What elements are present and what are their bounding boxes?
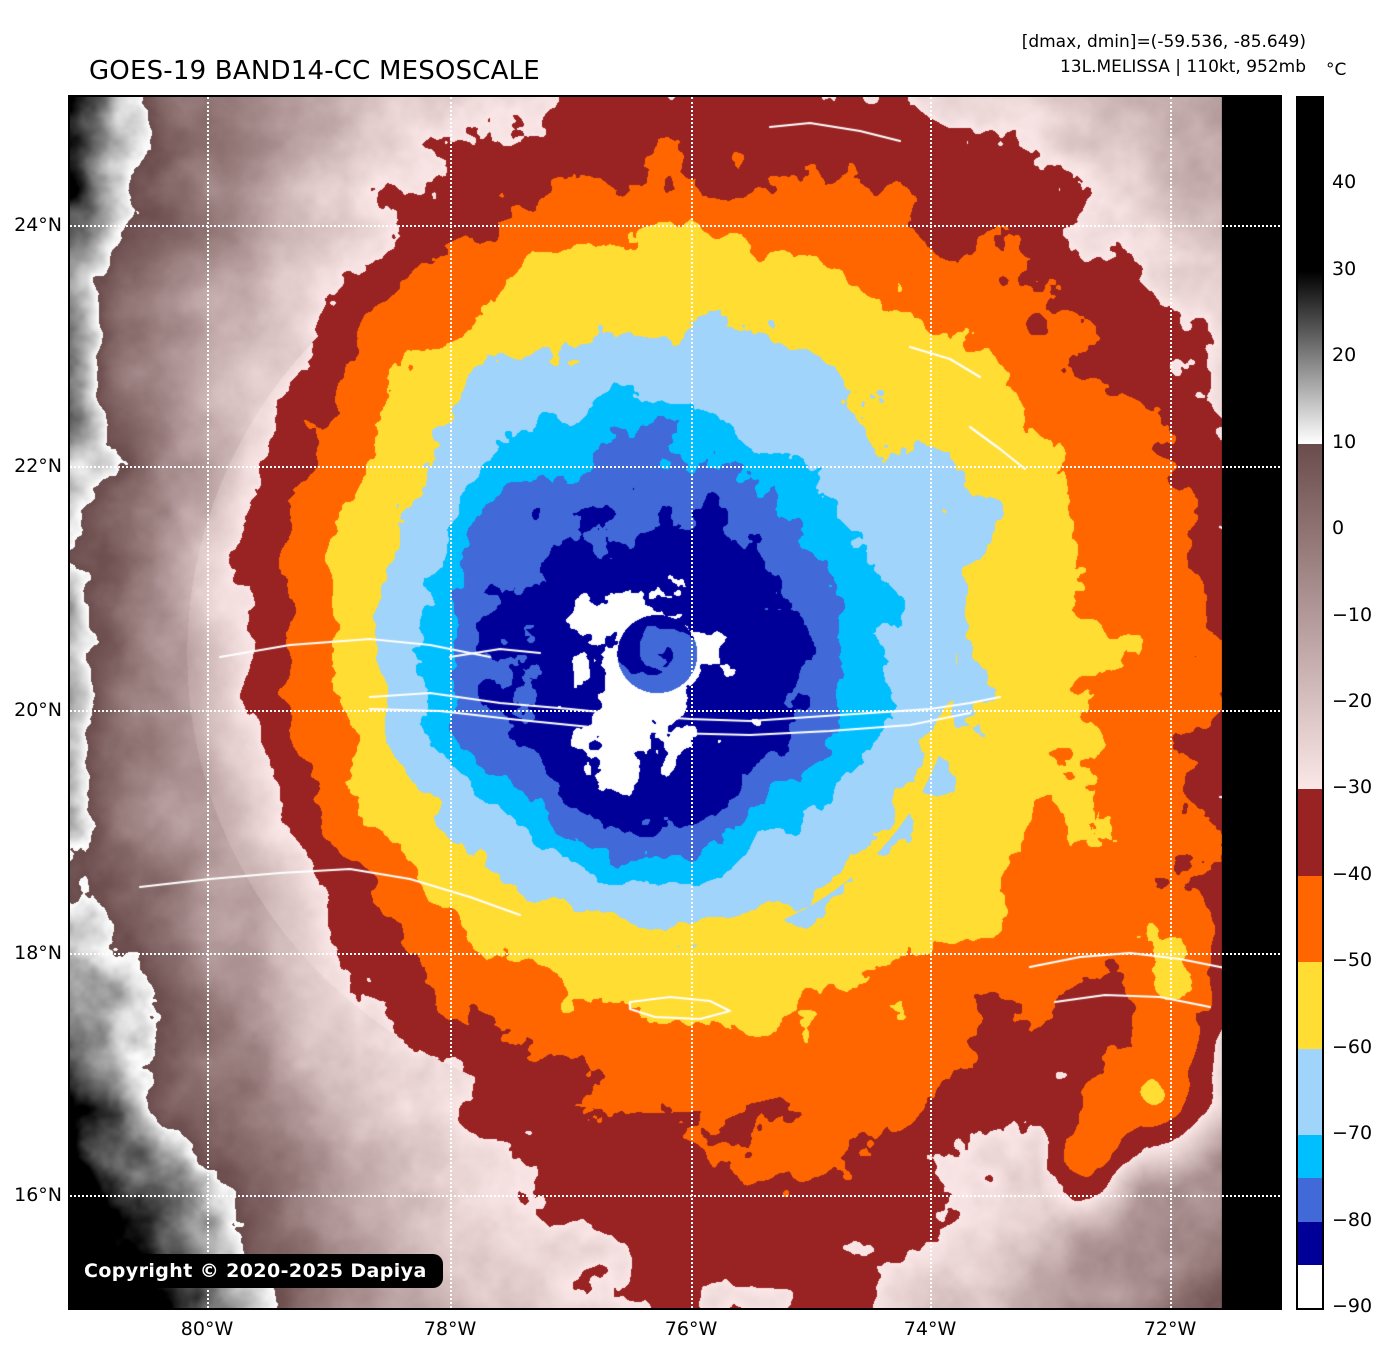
colorbar-tick-10: 10 (1332, 430, 1357, 453)
colorbar-tick-20: 20 (1332, 344, 1357, 367)
satellite-image-panel[interactable]: Copyright © 2020-2025 Dapiya (68, 95, 1282, 1310)
copyright-banner: Copyright © 2020-2025 Dapiya (70, 1254, 443, 1288)
lat-tick-1: 22°N (14, 455, 62, 477)
colorbar-tick-30: 30 (1332, 257, 1357, 280)
colorbar-tick--10: −10 (1332, 603, 1373, 626)
lon-tick-3: 74°W (903, 1318, 957, 1340)
lat-tick-2: 20°N (14, 699, 62, 721)
colorbar[interactable]: 40 30 20 10 0 −10 −20 −30 −40 −50 −60 −70 −80 −90 (1296, 96, 1372, 1317)
colorbar-band-navy (1298, 1221, 1322, 1265)
colorbar-band-grayscale-ramp (1298, 270, 1322, 444)
colorbar-band-royal-blue (1298, 1178, 1322, 1222)
colorbar-tick--70: −70 (1332, 1122, 1373, 1145)
colorbar-band-dark-red (1298, 789, 1322, 876)
colorbar-band-light-blue (1298, 1048, 1322, 1136)
lat-tick-3: 18°N (14, 942, 62, 964)
colorbar-band-black-warm (1298, 98, 1322, 271)
colorbar-tick-0: 0 (1332, 517, 1345, 540)
storm-info-label: 13L.MELISSA | 110kt, 952mb (1059, 57, 1306, 77)
infrared-brightness-temperature-heatmap (70, 97, 1280, 1308)
lon-tick-4: 72°W (1143, 1318, 1197, 1340)
colorbar-band-yellow (1298, 962, 1322, 1049)
colorbar-band-cyan (1298, 1135, 1322, 1179)
colorbar-tick--20: −20 (1332, 690, 1373, 712)
lon-tick-1: 78°W (423, 1318, 477, 1340)
satellite-product-title: GOES-19 BAND14-CC MESOSCALE (88, 56, 540, 86)
header-metadata: [dmax, dmin]=(-59.536, -85.649) 13L.MELI… (1022, 30, 1306, 80)
lat-tick-4: 16°N (14, 1184, 62, 1206)
lat-tick-0: 24°N (14, 214, 62, 236)
colorbar-band-orange (1298, 875, 1322, 963)
copyright-text: Copyright © 2020-2025 Dapiya (84, 1260, 427, 1282)
colorbar-tick--90: −90 (1332, 1295, 1373, 1317)
colorbar-tick--30: −30 (1332, 776, 1373, 799)
colorbar-tick--40: −40 (1332, 862, 1373, 885)
colorbar-band-white-coldest (1298, 1264, 1322, 1308)
colorbar-tick--60: −60 (1332, 1035, 1373, 1058)
colorbar-band-mauve-ramp (1298, 443, 1322, 790)
data-extremes-label: [dmax, dmin]=(-59.536, -85.649) (1021, 32, 1306, 52)
colorbar-gradient (1296, 96, 1324, 1310)
colorbar-tick--80: −80 (1332, 1208, 1373, 1231)
lon-tick-0: 80°W (180, 1318, 234, 1340)
colorbar-tick--50: −50 (1332, 949, 1373, 972)
lon-tick-2: 76°W (664, 1318, 718, 1340)
colorbar-unit-label: °C (1326, 60, 1347, 80)
no-data-region (1222, 97, 1280, 1308)
colorbar-tick-40: 40 (1332, 171, 1357, 194)
